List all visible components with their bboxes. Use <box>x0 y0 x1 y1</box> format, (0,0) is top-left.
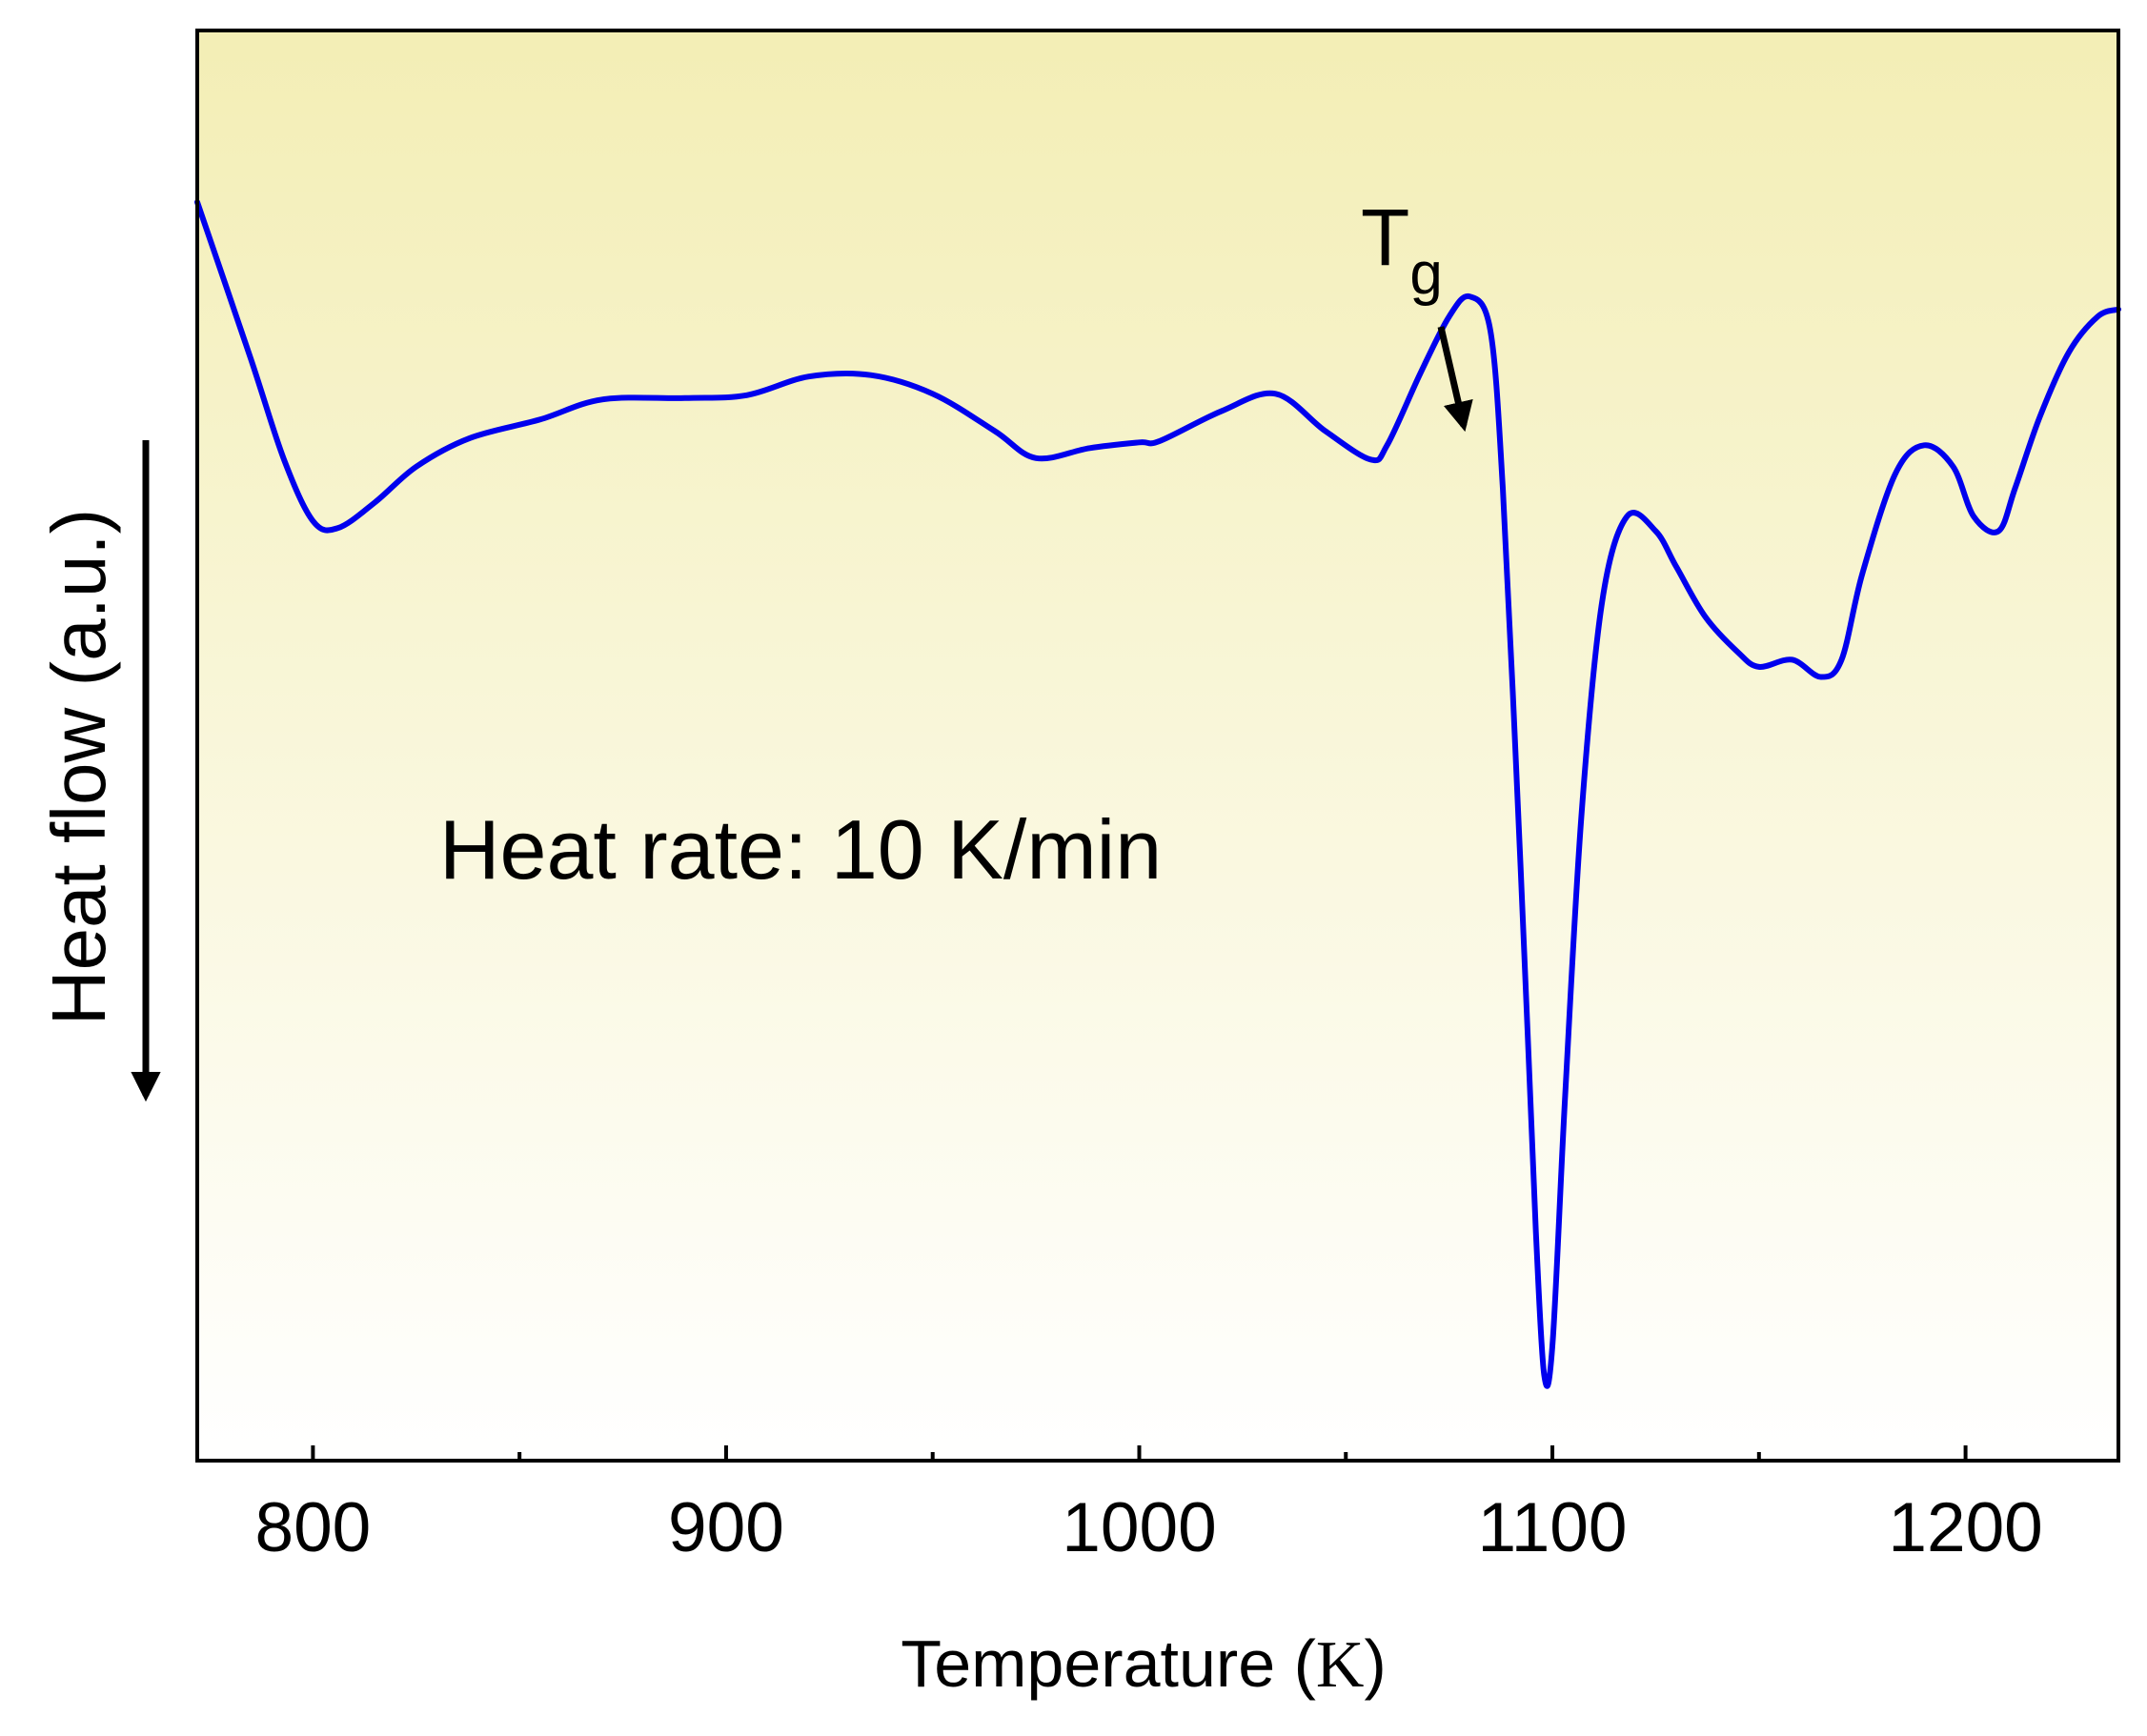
y-axis-title: Heat flow (a.u.) <box>36 509 121 1025</box>
x-axis-ticks <box>311 1445 1968 1461</box>
x-axis-title-open-paren: ( <box>1294 1626 1316 1701</box>
series-line <box>194 199 2121 1389</box>
x-axis-tick-labels: 800 900 1000 1100 1200 <box>254 1489 2042 1566</box>
x-tick-label: 1000 <box>1062 1489 1216 1566</box>
tg-label-main: T <box>1361 192 1409 282</box>
x-axis-title-close-paren: ) <box>1364 1626 1386 1701</box>
x-axis-unit: K <box>1316 1628 1365 1702</box>
x-tick-label: 1100 <box>1478 1489 1628 1566</box>
tg-arrow <box>1437 326 1473 433</box>
plot-background <box>197 30 2118 1461</box>
x-tick-label: 1200 <box>1888 1489 2042 1566</box>
tg-label-sub: g <box>1409 241 1442 307</box>
x-axis-title: Temperature (K) <box>901 1626 1387 1702</box>
plot-frame <box>195 29 2120 1463</box>
x-tick-label: 800 <box>254 1489 371 1566</box>
tg-label: Tg <box>1361 192 1443 307</box>
x-axis-title-text: Temperature <box>901 1626 1275 1701</box>
x-tick-label: 900 <box>668 1489 784 1566</box>
heat-rate-annotation: Heat rate: 10 K/min <box>439 802 1162 897</box>
